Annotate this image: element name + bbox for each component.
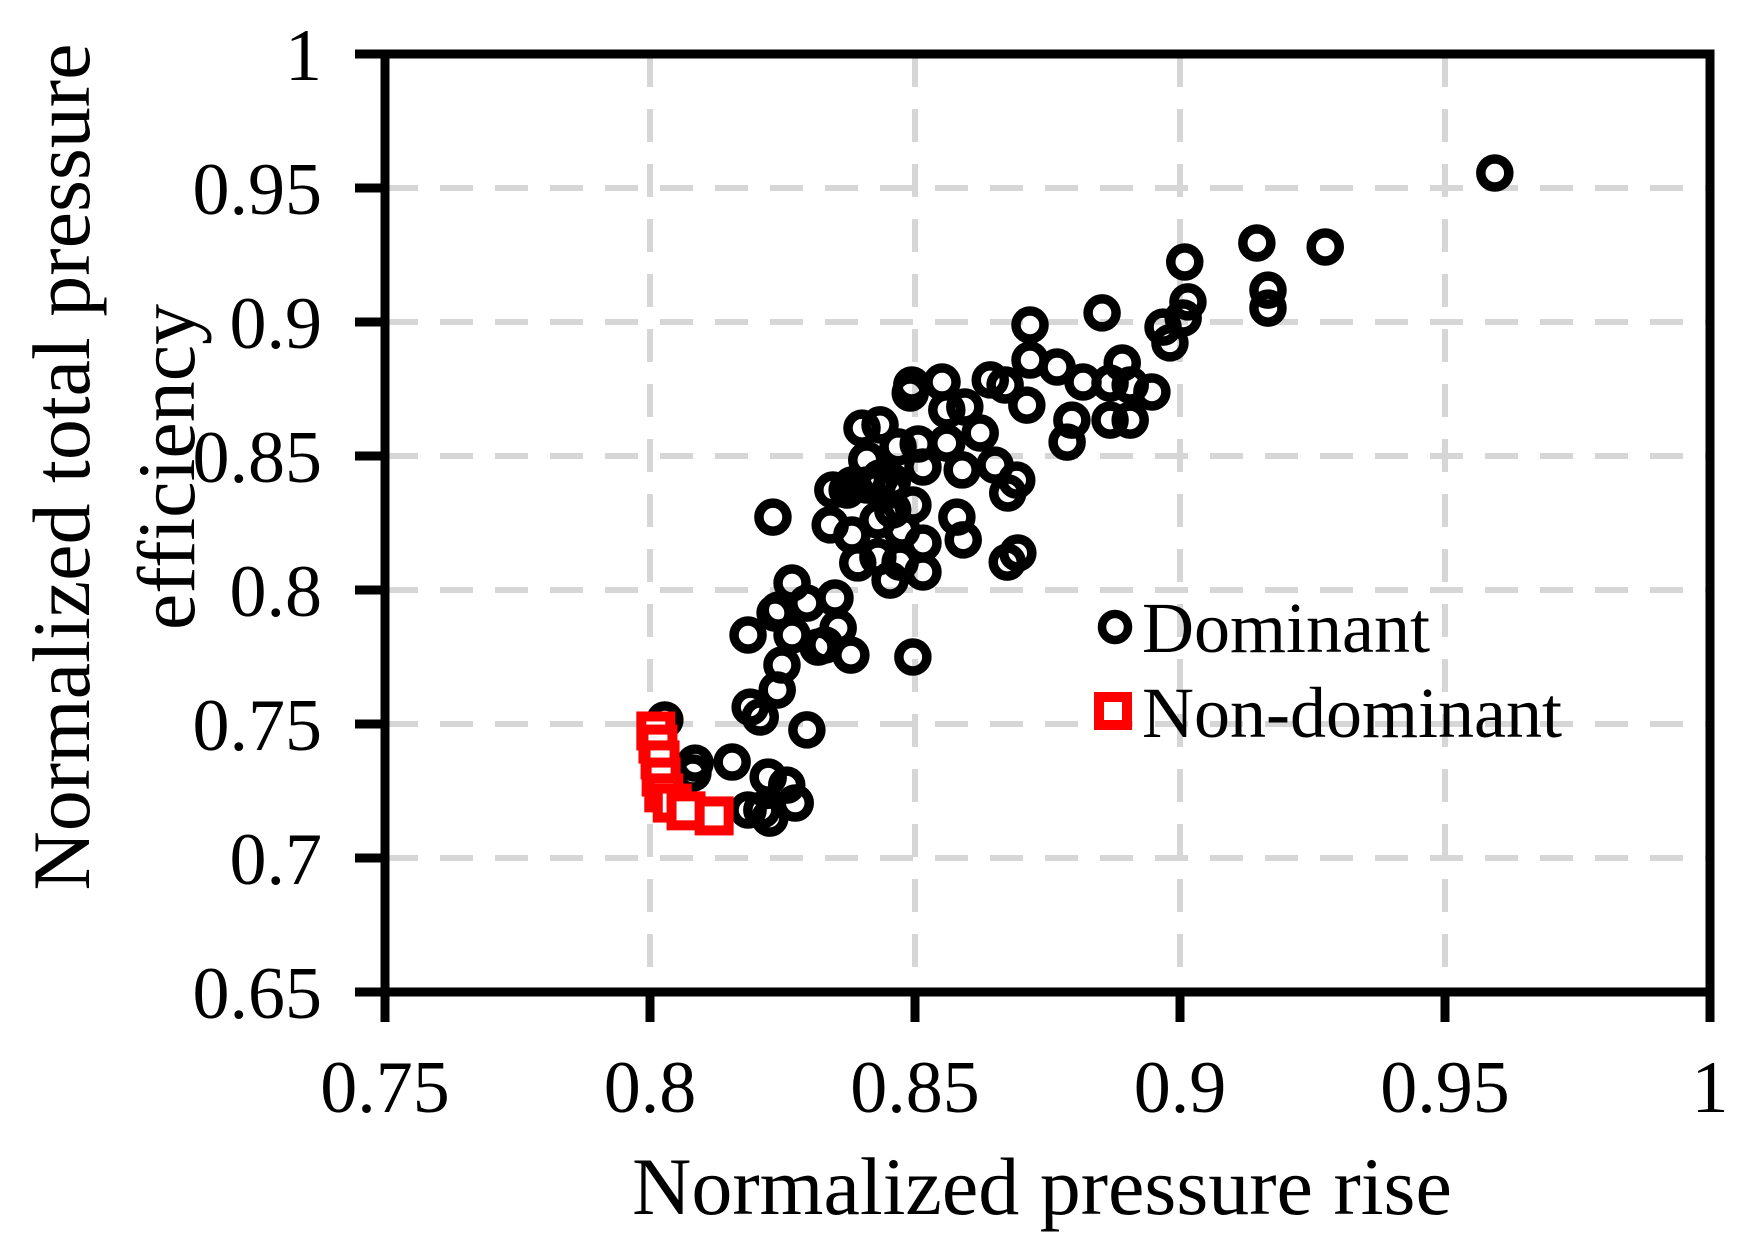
data-point-dominant bbox=[928, 424, 966, 462]
data-point-dominant bbox=[1011, 306, 1049, 344]
y-tick-label: 0.65 bbox=[193, 953, 323, 1035]
data-point-dominant bbox=[839, 544, 877, 582]
gridlines bbox=[385, 54, 1710, 992]
x-tick-label: 0.95 bbox=[1380, 1047, 1510, 1129]
data-point-dominant bbox=[776, 784, 814, 822]
x-axis-title: Normalized pressure rise bbox=[632, 1141, 1452, 1232]
data-point-dominant bbox=[871, 561, 909, 599]
data-point-dominant bbox=[1476, 154, 1514, 192]
data-point-dominant bbox=[788, 584, 826, 622]
data-point-dominant bbox=[879, 428, 917, 466]
data-point-dominant bbox=[749, 758, 787, 796]
data-point-dominant bbox=[1011, 341, 1049, 379]
data-point-dominant bbox=[904, 553, 942, 591]
data-point-dominant bbox=[1249, 289, 1287, 327]
data-point-dominant bbox=[729, 616, 767, 654]
y-tick-label: 0.75 bbox=[193, 685, 323, 767]
legend-square-icon bbox=[1094, 692, 1132, 730]
data-point-non-dominant bbox=[694, 796, 734, 836]
data-point-dominant bbox=[1306, 228, 1344, 266]
plot-frame bbox=[380, 49, 1715, 997]
data-point-dominant bbox=[944, 521, 982, 559]
data-point-dominant bbox=[1151, 324, 1189, 362]
y-tick-label: 0.95 bbox=[193, 149, 323, 231]
y-tick-label: 0.9 bbox=[230, 283, 323, 365]
data-point-dominant bbox=[1249, 271, 1287, 309]
data-point-dominant bbox=[988, 543, 1026, 581]
data-point-dominant bbox=[758, 671, 796, 709]
data-point-dominant bbox=[1133, 373, 1171, 411]
data-point-dominant bbox=[1091, 401, 1129, 439]
y-tick-label: 1 bbox=[285, 15, 322, 97]
data-point-dominant bbox=[756, 594, 794, 632]
data-point-dominant bbox=[814, 471, 852, 509]
data-point-dominant bbox=[1166, 243, 1204, 281]
plot-frame-border bbox=[380, 49, 1715, 997]
data-point-dominant bbox=[891, 374, 929, 412]
data-point-dominant bbox=[676, 744, 714, 782]
y-axis-title-line1: Normalized total pressure bbox=[16, 43, 107, 890]
series-dominant bbox=[646, 154, 1514, 837]
y-tick-label: 0.8 bbox=[230, 551, 323, 633]
data-point-dominant bbox=[971, 361, 1010, 399]
x-tick-label: 0.75 bbox=[320, 1047, 450, 1129]
data-point-dominant bbox=[751, 799, 789, 837]
x-tick-label: 0.85 bbox=[850, 1047, 980, 1129]
data-point-dominant bbox=[946, 388, 984, 426]
data-point-dominant bbox=[816, 579, 854, 617]
data-point-dominant bbox=[873, 491, 912, 529]
data-point-dominant bbox=[1083, 294, 1121, 332]
legend-circle-icon bbox=[1097, 609, 1133, 645]
data-point-dominant bbox=[788, 711, 826, 749]
data-point-dominant bbox=[806, 626, 844, 664]
data-point-dominant bbox=[754, 498, 792, 536]
data-point-dominant bbox=[1008, 386, 1046, 424]
data-point-dominant bbox=[713, 743, 751, 781]
data-point-dominant bbox=[928, 391, 966, 429]
y-axis-title-line2: efficiency bbox=[121, 304, 212, 630]
data-point-dominant bbox=[904, 448, 942, 486]
data-point-dominant bbox=[1111, 401, 1149, 439]
data-point-dominant bbox=[861, 406, 899, 444]
legend: Dominant Non-dominant bbox=[1094, 588, 1562, 753]
x-tick-label: 1 bbox=[1692, 1047, 1729, 1129]
data-point-dominant bbox=[1238, 224, 1276, 262]
legend-label-dominant: Dominant bbox=[1142, 588, 1430, 668]
axes: 0.75 0.8 0.85 0.9 0.95 1 0.65 0.7 0.75 0.8 0.85 0.9… bbox=[193, 15, 1729, 1129]
data-point-dominant bbox=[894, 638, 932, 676]
series-non-dominant bbox=[636, 711, 734, 836]
y-tick-label: 0.85 bbox=[193, 417, 323, 499]
data-point-dominant bbox=[1091, 364, 1129, 402]
data-point-dominant bbox=[961, 414, 999, 452]
data-point-dominant bbox=[943, 451, 981, 489]
x-tick-label: 0.9 bbox=[1134, 1047, 1227, 1129]
y-tick-label: 0.7 bbox=[230, 819, 323, 901]
legend-label-non-dominant: Non-dominant bbox=[1142, 673, 1562, 753]
x-tick-label: 0.8 bbox=[604, 1047, 697, 1129]
data-point-dominant bbox=[741, 698, 779, 736]
data-point-dominant bbox=[998, 461, 1036, 499]
data-point-dominant bbox=[1048, 423, 1086, 461]
